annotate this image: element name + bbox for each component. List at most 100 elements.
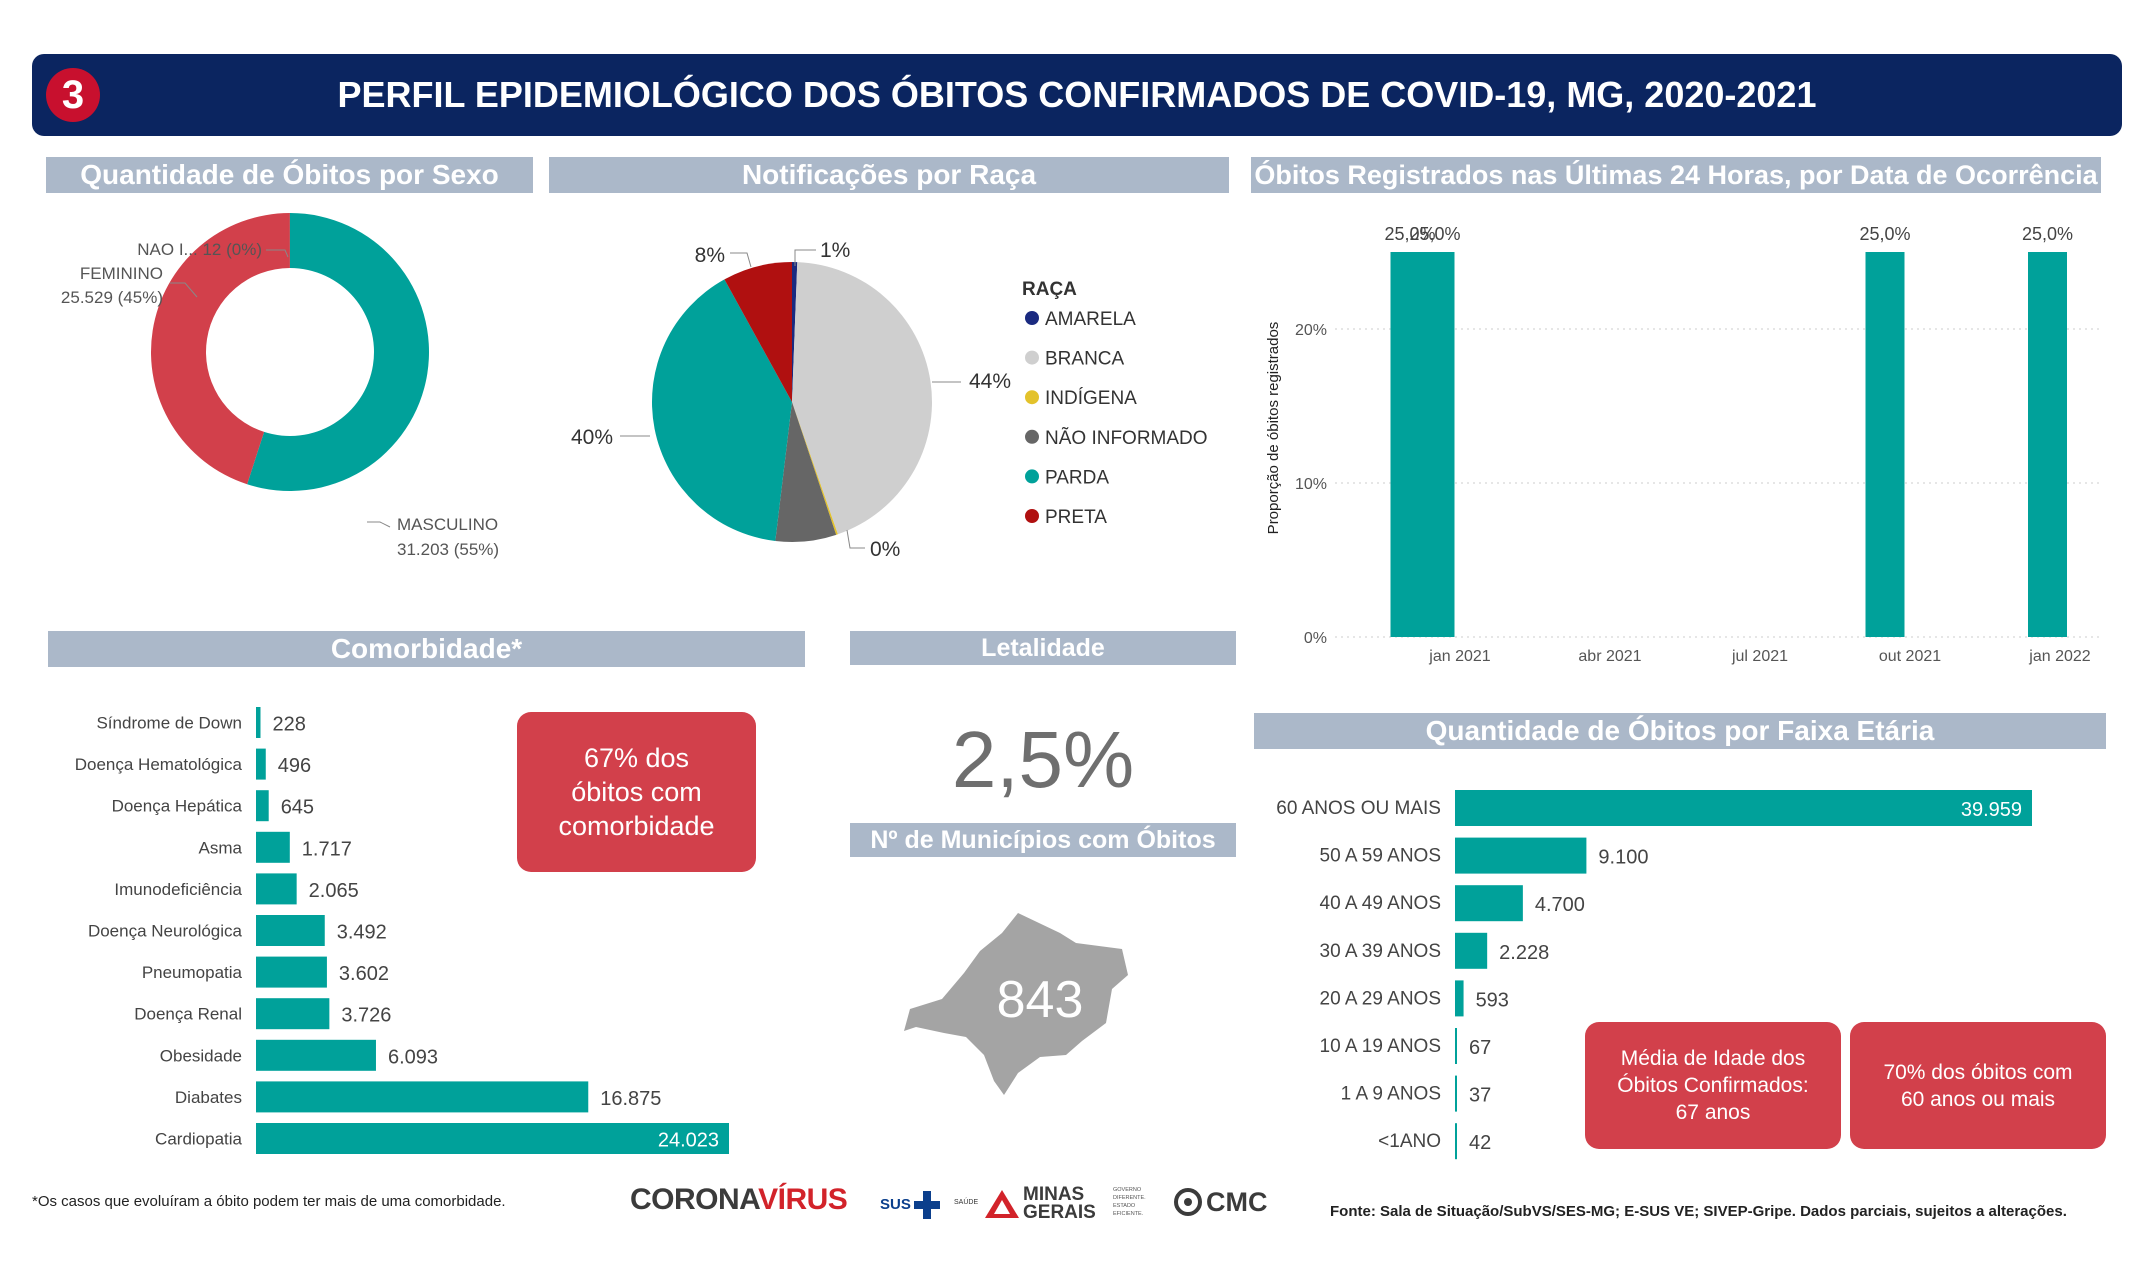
sexo-slice-feminino [151, 213, 290, 485]
u24-x-tick-label: jul 2021 [1731, 648, 1788, 665]
comorbidade-category-doenca-neurologica: Doença Neurológica [88, 922, 243, 941]
comorbidade-kpi-box: 67% dos óbitos com comorbidade [517, 712, 756, 872]
raca-label-preta: 8% [695, 244, 725, 267]
letalidade-section-title: Letalidade [850, 631, 1236, 665]
raca-leader-preta [730, 252, 752, 268]
raca-legend-title: RAÇA [1022, 279, 1077, 300]
faixa-category-50-a-59-anos: 50 A 59 ANOS [1320, 846, 1441, 867]
sus-cross-icon [914, 1191, 940, 1219]
comorbidade-bar-doenca-hepatica [256, 790, 269, 822]
faixa-category-20-a-29-anos: 20 A 29 ANOS [1320, 988, 1441, 1009]
idosos-kpi-box: 70% dos óbitos com 60 anos ou mais [1850, 1022, 2106, 1149]
section-number-badge: 3 [46, 68, 100, 122]
sexo-section-title: Quantidade de Óbitos por Sexo [46, 157, 533, 193]
u24-y-tick-label: 20% [1295, 322, 1327, 339]
raca-legend-label-branca: BRANCA [1045, 349, 1125, 370]
u24-bar [2028, 252, 2067, 637]
raca-section-title: Notificações por Raça [549, 157, 1229, 193]
cmc-logo: CMC [1172, 1183, 1302, 1223]
raca-label-indigena: 0% [870, 538, 900, 561]
comorbidade-category-doenca-hepatica: Doença Hepática [112, 797, 243, 816]
u24-x-tick-label: out 2021 [1879, 648, 1941, 665]
comorbidade-bar-imunodeficiencia [256, 873, 297, 905]
ultimas24h-bar-chart: 0%10%20% 25,0%25,0% 25,0% 25,0% jan 2021 ab… [1265, 224, 2100, 665]
u24-y-axis-title: Proporção de óbitos registrados [1265, 322, 1282, 535]
comorbidade-bar-doenca-neurologica [256, 915, 325, 946]
feminino-label: FEMININO [80, 264, 163, 283]
comorbidade-category-doenca-renal: Doença Renal [134, 1005, 242, 1024]
faixa-category-1ano: <1ANO [1378, 1131, 1441, 1152]
sexo-slice-masculino [247, 213, 430, 491]
masculino-label: MASCULINO [397, 515, 498, 534]
sus-logo: SUS [880, 1186, 940, 1222]
comorbidade-kpi-line2: óbitos com [571, 777, 702, 807]
faixa-bar-40-a-49-anos [1455, 885, 1523, 922]
data-source-note: Fonte: Sala de Situação/SubVS/SES-MG; E-… [1330, 1203, 2067, 1220]
comorbidade-value-doenca-renal: 3.726 [341, 1005, 391, 1027]
naoi-value-label: 12 (0%) [202, 240, 262, 259]
raca-label-branca: 44% [969, 370, 1011, 393]
comorbidade-kpi-line1: 67% dos [583, 743, 690, 773]
footnote: *Os casos que evoluíram a óbito podem te… [32, 1193, 506, 1210]
u24-x-tick-label: jan 2022 [2028, 648, 2090, 665]
raca-legend-label-amarela: AMARELA [1045, 309, 1136, 330]
media-idade-line1: Média de Idade dos [1620, 1047, 1806, 1070]
faixa-value-60-anos-ou-mais: 39.959 [1961, 799, 2022, 821]
corona-virus-logo: CORONAVÍRUS [630, 1183, 848, 1216]
raca-legend-label-parda: PARDA [1045, 467, 1109, 488]
u24-data-label: 25,0% [2022, 224, 2073, 244]
comorbidade-value-imunodeficiencia: 2.065 [309, 880, 359, 902]
u24-data-label: 25,0% [1384, 224, 1435, 244]
comorbidade-bar-pneumopatia [256, 956, 327, 988]
faixa-etaria-bar-chart: 60 ANOS OU MAIS 39.959 50 A 59 ANOS 9.100 40… [1276, 790, 2032, 1160]
comorbidade-value-pneumopatia: 3.602 [339, 963, 389, 985]
comorbidade-category-sindrome-de-down: Síndrome de Down [96, 714, 242, 733]
minas-gerais-logo: MINAS GERAIS [985, 1184, 1111, 1224]
comorbidade-value-doenca-hepatica: 645 [281, 797, 314, 819]
raca-legend-marker-branca [1025, 350, 1039, 365]
comorbidade-section-title: Comorbidade* [48, 631, 805, 667]
u24-x-tick-label: jan 2021 [1428, 648, 1490, 665]
cmc-emblem-icon [1174, 1188, 1202, 1216]
faixa-bar-1-a-9-anos [1455, 1075, 1457, 1112]
comorbidade-value-obesidade: 6.093 [388, 1046, 438, 1068]
media-idade-kpi-box: Média de Idade dos Óbitos Confirmados: 6… [1585, 1022, 1841, 1149]
raca-pie-chart: 1% 8% 44% 40% 0% RAÇA AMARELA BRANCA INDÍG… [571, 239, 1208, 561]
faixa-category-40-a-49-anos: 40 A 49 ANOS [1320, 893, 1441, 914]
faixa-value-50-a-59-anos: 9.100 [1598, 847, 1648, 869]
faixa-bar-60-anos-ou-mais [1455, 790, 2032, 826]
faixa-category-30-a-39-anos: 30 A 39 ANOS [1320, 941, 1441, 962]
sexo-donut-chart: FEMININO 25.529 (45%) MASCULINO 31.203 (… [61, 213, 499, 559]
raca-legend-label-preta: PRETA [1045, 507, 1107, 528]
raca-slice-indigena [792, 402, 838, 535]
comorbidade-value-doenca-neurologica: 3.492 [337, 922, 387, 944]
naoi-label: NAO I... [137, 240, 197, 259]
faixa-bar-1ano [1455, 1123, 1457, 1160]
municipios-value: 843 [996, 971, 1084, 1029]
comorbidade-value-sindrome-de-down: 228 [272, 714, 305, 736]
raca-legend-label-indigena: INDÍGENA [1045, 388, 1137, 409]
header-banner: 3 PERFIL EPIDEMIOLÓGICO DOS ÓBITOS CONFI… [32, 54, 2122, 136]
faixa-category-1-a-9-anos: 1 A 9 ANOS [1341, 1084, 1441, 1105]
comorbidade-category-obesidade: Obesidade [160, 1046, 242, 1065]
faixa-bar-10-a-19-anos [1455, 1028, 1457, 1064]
raca-label-parda: 40% [571, 426, 613, 449]
u24-y-tick-label: 0% [1304, 630, 1327, 647]
faixa-category-60-anos-ou-mais: 60 ANOS OU MAIS [1276, 798, 1441, 819]
saude-logo-text: SAÚDE [954, 1199, 979, 1206]
raca-legend-marker-nao-informado [1025, 429, 1039, 444]
comorbidade-bar-diabates [256, 1081, 589, 1113]
comorbidade-kpi-line3: comorbidade [558, 811, 715, 841]
comorbidade-value-diabates: 16.875 [600, 1088, 661, 1110]
faixa-value-10-a-19-anos: 67 [1469, 1037, 1491, 1059]
faixa-category-10-a-19-anos: 10 A 19 ANOS [1320, 1036, 1441, 1057]
u24-bar [1415, 252, 1455, 637]
faixa-bar-20-a-29-anos [1455, 980, 1464, 1017]
comorbidade-bar-cardiopatia [256, 1123, 729, 1154]
raca-slice-parda [652, 279, 792, 541]
page-title: PERFIL EPIDEMIOLÓGICO DOS ÓBITOS CONFIRM… [337, 74, 1817, 115]
raca-slice-amarela [792, 262, 798, 402]
minas-gerais-map-icon [904, 913, 1128, 1095]
svg-text:NAO I... 12 (0%): NAO I... 12 (0%) [137, 240, 262, 259]
letalidade-value: 2,5% [951, 715, 1135, 804]
